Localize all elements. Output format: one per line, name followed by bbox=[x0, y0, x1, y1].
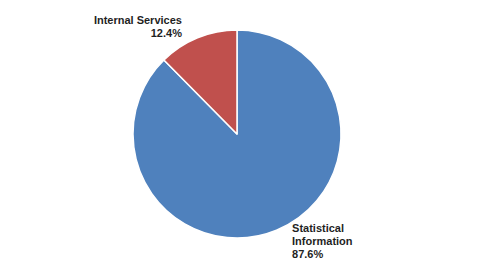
svg-text:Statistical: Statistical bbox=[292, 222, 347, 234]
svg-text:Internal Services: Internal Services bbox=[94, 14, 182, 26]
svg-text:12.4%: 12.4% bbox=[151, 27, 182, 39]
svg-text:87.6%: 87.6% bbox=[292, 248, 323, 260]
svg-text:Information: Information bbox=[292, 235, 353, 247]
